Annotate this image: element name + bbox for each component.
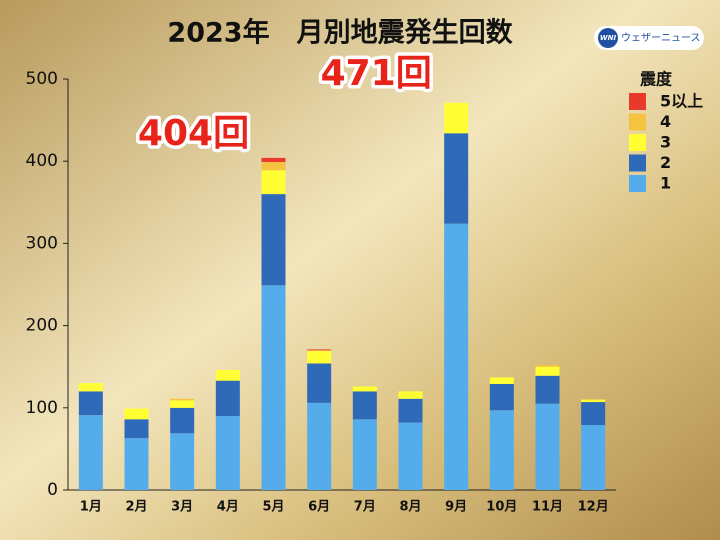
legend-swatch (629, 134, 646, 151)
bar-segment (78, 391, 103, 416)
y-tick-label: 300 (26, 233, 58, 253)
bar-segment (261, 162, 286, 171)
logo-box (594, 26, 704, 50)
bar-segment (170, 398, 195, 401)
bar-segment (124, 408, 149, 420)
bar-segment (215, 369, 240, 381)
x-tick-label: 11月 (532, 500, 563, 515)
x-tick-label: 4月 (217, 500, 239, 515)
chart-title: 2023年 月別地震発生回数 (167, 17, 513, 49)
bar-segment (535, 375, 560, 404)
bar-segment (581, 425, 606, 490)
y-tick-label: 500 (26, 69, 58, 89)
bar-segment (124, 438, 149, 490)
legend-swatch (629, 175, 646, 192)
x-tick-label: 6月 (308, 500, 330, 515)
bar-segment (78, 383, 103, 392)
bar-segment (398, 422, 423, 490)
bar-segment (307, 351, 332, 364)
bar-segment (261, 170, 286, 195)
bar-segment (398, 391, 423, 399)
legend-label: 5以上 (660, 92, 703, 111)
y-tick-label: 400 (26, 151, 58, 171)
bar-segment (444, 102, 469, 134)
bar-segment (170, 433, 195, 490)
bar-segment (398, 398, 423, 423)
bar-segment (307, 350, 332, 352)
annotation-outline: 471回 (321, 53, 432, 94)
bar-segment (581, 399, 606, 403)
legend-swatch (629, 93, 646, 110)
logo: WNI ウェザーニュース (594, 26, 704, 50)
x-tick-label: 12月 (578, 500, 609, 515)
y-tick-label: 100 (26, 398, 58, 418)
x-tick-label: 9月 (445, 500, 467, 515)
bar-segment (307, 363, 332, 403)
bar-segment (535, 366, 560, 376)
bar-segment (352, 386, 377, 392)
legend-label: 2 (660, 153, 671, 172)
bar-segment (307, 402, 332, 490)
annotation: 471回 (321, 53, 432, 94)
bar-segment (444, 223, 469, 490)
bar-segment (307, 349, 332, 351)
bar-segment (215, 416, 240, 490)
legend-label: 3 (660, 133, 671, 152)
bar-segment (352, 391, 377, 420)
x-tick-label: 1月 (80, 500, 102, 515)
bar-segment (489, 377, 514, 384)
x-tick-label: 3月 (171, 500, 193, 515)
bar-segment (444, 133, 469, 224)
bar-segment (489, 383, 514, 411)
x-tick-label: 5月 (262, 500, 284, 515)
logo-text: ウェザーニュース (621, 32, 701, 44)
bar-segment (535, 403, 560, 490)
annotation: 404回 (138, 113, 249, 154)
bar-segment (261, 157, 286, 163)
bar-segment (581, 402, 606, 426)
x-tick-label: 2月 (125, 500, 147, 515)
bar-segment (261, 194, 286, 286)
bar-segment (489, 410, 514, 490)
logo-badge (598, 28, 618, 48)
y-tick-label: 200 (26, 316, 58, 336)
logo-badge-text: WNI (600, 34, 617, 42)
annotation-outline: 404回 (138, 113, 249, 154)
legend-label: 1 (660, 174, 671, 193)
legend-title: 震度 (639, 70, 673, 89)
bar-segment (261, 285, 286, 490)
bar-segment (535, 365, 560, 367)
bar-segment (215, 380, 240, 417)
bar-segment (124, 419, 149, 439)
x-tick-label: 8月 (399, 500, 421, 515)
bar-segment (170, 400, 195, 408)
legend-swatch (629, 113, 646, 131)
legend-swatch (629, 154, 646, 172)
bar-segment (352, 419, 377, 490)
x-tick-label: 10月 (486, 500, 517, 515)
y-tick-label: 0 (47, 480, 58, 500)
bar-segment (78, 415, 103, 490)
legend-label: 4 (660, 112, 671, 131)
x-tick-label: 7月 (354, 500, 376, 515)
bar-segment (170, 407, 195, 434)
